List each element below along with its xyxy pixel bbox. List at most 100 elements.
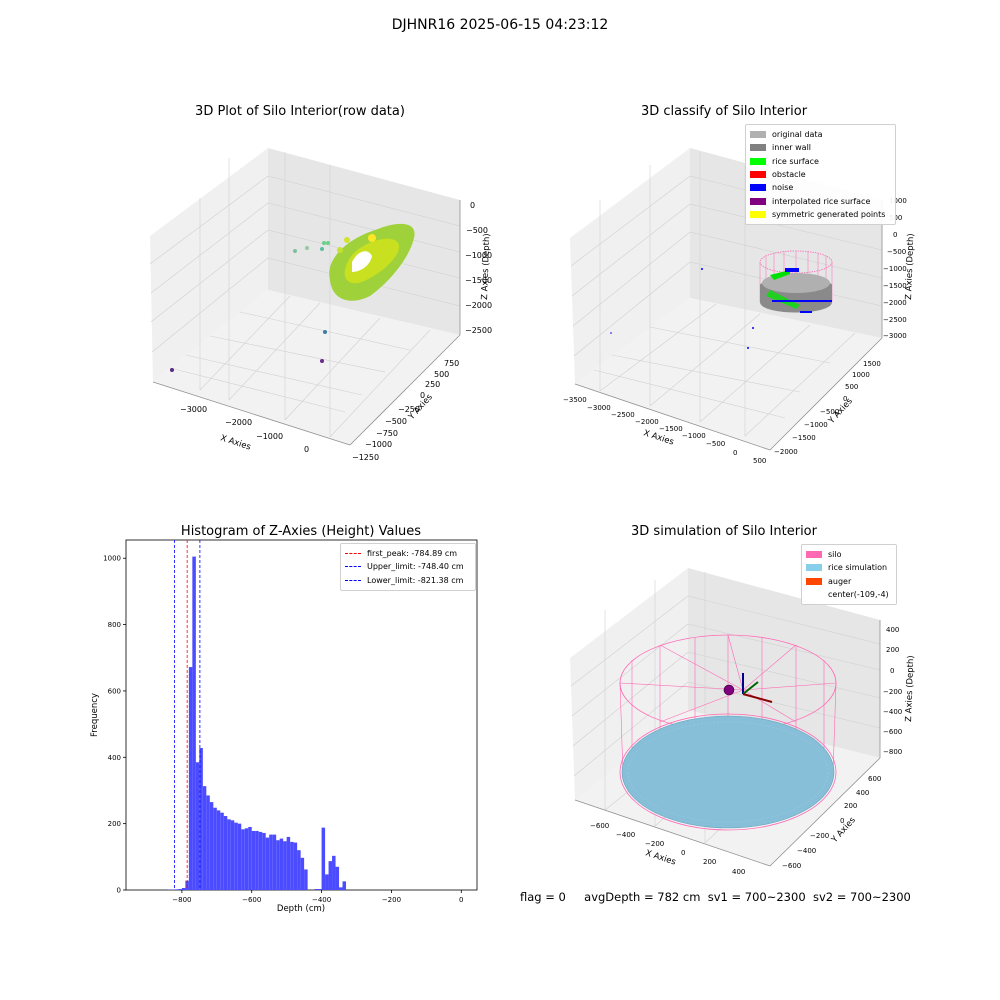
histogram-bar xyxy=(248,826,252,890)
legend-item: interpolated rice surface xyxy=(750,194,891,207)
histogram-bar xyxy=(206,795,210,890)
panel4-xtick: 400 xyxy=(732,868,745,876)
y-tick-label: 400 xyxy=(108,754,121,762)
panel3-yticks: 0 200 400 600 800 1000 xyxy=(103,555,126,895)
panel2-ztick: −2000 xyxy=(883,299,907,307)
panel2-ytick: 500 xyxy=(845,383,858,391)
legend-swatch xyxy=(750,144,766,152)
histogram-bar xyxy=(195,762,200,890)
panel4-xlabel: X Axies xyxy=(644,848,677,867)
panel3-xticks: −800 −600 −400 −200 0 xyxy=(172,890,464,904)
histogram-bar xyxy=(314,889,319,890)
panel1-point xyxy=(326,241,330,245)
panel1-xtick: −1000 xyxy=(256,432,283,441)
panel1-ztick: −500 xyxy=(466,226,488,235)
panel4-ytick: 200 xyxy=(844,802,857,810)
legend-label: first_peak: -784.89 cm xyxy=(367,549,458,559)
panel2-ytick: −2000 xyxy=(774,448,798,456)
panel1-xtick: 0 xyxy=(304,445,309,454)
panel3-legend: first_peak: -784.89 cm Upper_limit: -748… xyxy=(340,543,476,591)
legend-label: Upper_limit: -748.40 cm xyxy=(367,562,464,572)
panel2-rice-surface xyxy=(770,270,790,280)
panel2-zlabel: Z Axies (Depth) xyxy=(904,233,916,300)
histogram-bar xyxy=(328,861,333,890)
panel1-ztick: 0 xyxy=(470,201,475,210)
legend-label: Lower_limit: -821.38 cm xyxy=(367,575,464,585)
panel2-noise-points xyxy=(610,268,832,349)
histogram-bar xyxy=(230,820,235,890)
legend-item: original data xyxy=(750,128,891,141)
panel1-ytick: 750 xyxy=(444,359,459,368)
panel4-ztick: 0 xyxy=(890,667,894,675)
x-tick-label: −400 xyxy=(312,896,331,904)
panel4-title: 3D simulation of Silo Interior xyxy=(631,524,817,539)
legend-label: noise xyxy=(772,183,794,193)
histogram-bar xyxy=(321,827,326,890)
panel4-ytick: 600 xyxy=(868,775,881,783)
histogram-bar xyxy=(244,828,249,890)
panel3-ylabel: Frequency xyxy=(90,693,100,737)
panel4-xtick: 0 xyxy=(681,849,685,857)
figure-title: DJHNR16 2025-06-15 04:23:12 xyxy=(391,17,609,33)
legend-line xyxy=(345,579,361,581)
panel2-rice-surface xyxy=(766,290,800,309)
panel1-title: 3D Plot of Silo Interior(row data) xyxy=(195,104,405,119)
histogram-bar xyxy=(339,887,343,890)
y-tick-label: 800 xyxy=(108,621,121,629)
legend-swatch xyxy=(750,157,766,165)
sv1-text: sv1 = 700~2300 xyxy=(707,890,806,904)
legend-label: auger xyxy=(828,576,852,586)
panel1-zlabel: Z Axies (Depth) xyxy=(480,233,492,300)
panel2-xtick: −3000 xyxy=(587,404,611,412)
histogram-bar xyxy=(216,810,221,890)
panel1-ytick: 250 xyxy=(425,380,440,389)
panel4-xtick: −600 xyxy=(590,822,609,830)
histogram-bar xyxy=(300,857,305,890)
legend-label: obstacle xyxy=(772,170,806,180)
panel2-legend: original data inner wall rice surface ob… xyxy=(745,124,896,226)
panel1-ytick: −1000 xyxy=(365,440,392,449)
legend-swatch xyxy=(806,591,822,598)
legend-item: Upper_limit: -748.40 cm xyxy=(345,560,471,573)
legend-item: silo xyxy=(806,548,892,561)
panel1-point xyxy=(368,234,376,242)
panel4-xtick: −400 xyxy=(616,831,635,839)
flag-text: flag = 0 xyxy=(520,890,566,904)
panel2-ztick: −500 xyxy=(887,248,906,256)
panel4-rice-mesh xyxy=(627,721,829,823)
x-tick-label: −800 xyxy=(172,896,191,904)
panel2-xtick: 500 xyxy=(753,457,766,465)
panel2-ztick: 1000 xyxy=(889,197,907,205)
legend-item: first_peak: -784.89 cm xyxy=(345,547,471,560)
panel1-point xyxy=(320,359,324,363)
legend-swatch xyxy=(806,551,822,559)
legend-label: interpolated rice surface xyxy=(772,196,871,206)
panel2-classified-points xyxy=(610,250,833,349)
panel3-vlines xyxy=(174,540,201,890)
legend-item: obstacle xyxy=(750,168,891,181)
panel2-xtick: −2500 xyxy=(611,411,635,419)
histogram-bar xyxy=(202,786,207,890)
panel4-left-wall xyxy=(570,568,688,800)
legend-item: Lower_limit: -821.38 cm xyxy=(345,574,471,587)
histogram-bar xyxy=(342,881,347,890)
panel4-xtick: −200 xyxy=(645,840,664,848)
legend-item: noise xyxy=(750,181,891,194)
legend-swatch xyxy=(806,564,822,572)
histogram-bar xyxy=(290,841,294,890)
histogram-bar xyxy=(276,840,280,890)
panel1-gridlines xyxy=(149,152,461,438)
panel4-axis-y-arrow xyxy=(742,681,759,695)
legend-swatch xyxy=(806,577,822,585)
histogram-bar xyxy=(227,819,231,890)
panel4-ztick: −200 xyxy=(883,688,902,696)
legend-label: rice surface xyxy=(772,156,819,166)
sv2-text: sv2 = 700~2300 xyxy=(812,890,911,904)
avg-depth-text: avgDepth = 782 cm xyxy=(584,890,701,904)
legend-label: rice simulation xyxy=(828,563,888,573)
panel1-ztick: −2500 xyxy=(465,326,492,335)
panel2-ytick: −1500 xyxy=(792,434,816,442)
panel2-ztick: −3000 xyxy=(883,332,907,340)
histogram-bar xyxy=(188,667,193,890)
